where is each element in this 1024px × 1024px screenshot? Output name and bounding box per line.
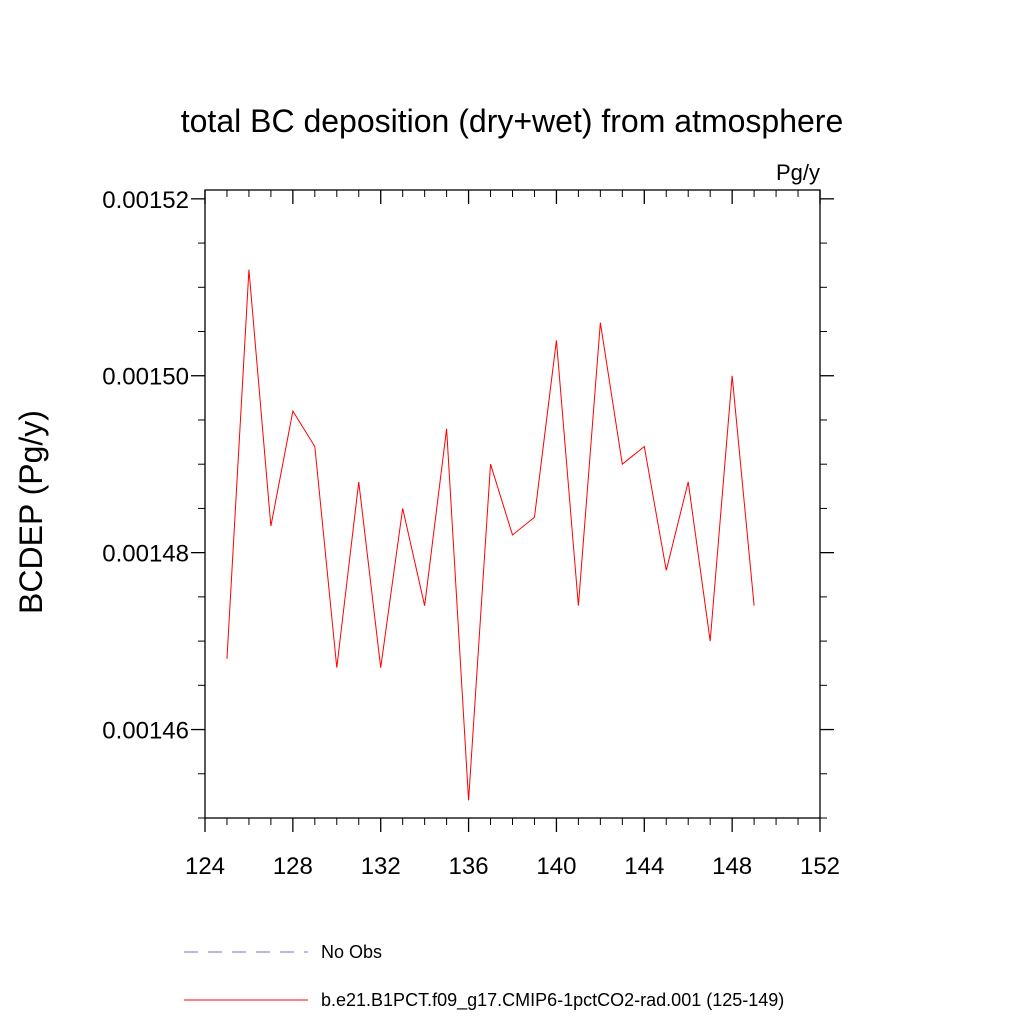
y-tick-label: 0.00150	[102, 364, 189, 391]
legend-label-1: b.e21.B1PCT.f09_g17.CMIP6-1pctCO2-rad.00…	[321, 990, 784, 1011]
x-tick-label: 136	[449, 853, 489, 880]
y-axis-title: BCDEP (Pg/y)	[13, 410, 49, 614]
y-tick-label: 0.00152	[102, 187, 189, 214]
y-tick-label: 0.00146	[102, 718, 189, 745]
x-tick-label: 140	[536, 853, 576, 880]
units-label: Pg/y	[776, 160, 820, 185]
series-layer	[226, 269, 755, 801]
series-line-1	[226, 269, 755, 801]
x-tick-label: 152	[800, 853, 840, 880]
x-tick-label: 144	[624, 853, 664, 880]
chart-title: total BC deposition (dry+wet) from atmos…	[181, 103, 844, 139]
x-tick-label: 128	[273, 853, 313, 880]
x-tick-label: 148	[712, 853, 752, 880]
axis-ticks: 124 128 132 136 140 144 148 152 0.00146 0.00148 0.…	[102, 187, 840, 880]
plot-frame	[204, 189, 821, 819]
y-tick-label: 0.00148	[102, 541, 189, 568]
legend: No Obs b.e21.B1PCT.f09_g17.CMIP6-1pctCO2-…	[184, 942, 784, 1011]
x-tick-label: 132	[361, 853, 401, 880]
x-tick-label: 124	[185, 853, 225, 880]
legend-label-0: No Obs	[321, 942, 382, 962]
